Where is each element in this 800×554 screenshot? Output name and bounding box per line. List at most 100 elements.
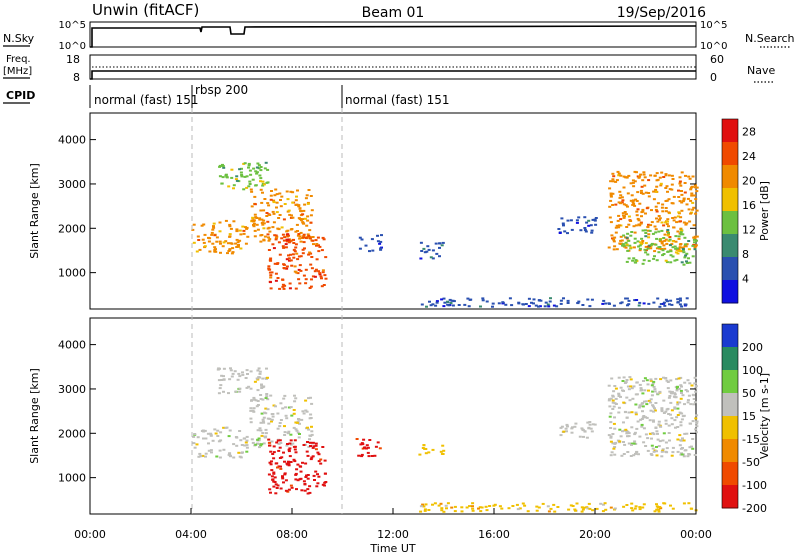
power-echo-cell bbox=[613, 236, 617, 239]
velocity-echo-cell bbox=[623, 382, 627, 384]
power-echo-cell bbox=[607, 246, 611, 249]
time-axis-label: Time UT bbox=[369, 542, 415, 554]
velocity-echo-cell bbox=[614, 441, 618, 444]
power-echo-cell bbox=[420, 250, 424, 252]
velocity-echo-cell bbox=[587, 502, 591, 505]
power-echo-cell bbox=[267, 236, 270, 239]
velocity-echo-cell bbox=[219, 384, 223, 387]
power-echo-cell bbox=[644, 212, 647, 215]
power-echo-cell bbox=[681, 248, 685, 250]
velocity-echo-cell bbox=[220, 379, 224, 381]
power-echo-cell bbox=[618, 196, 622, 199]
power-echo-cell bbox=[626, 304, 629, 307]
power-echo-cell bbox=[652, 301, 656, 304]
velocity-colorbar-frame bbox=[721, 323, 739, 509]
power-echo-cell bbox=[323, 274, 327, 277]
velocity-echo-cell bbox=[622, 376, 626, 379]
velocity-echo-cell bbox=[444, 504, 448, 507]
velocity-echo-cell bbox=[645, 403, 649, 406]
power-echo-cell bbox=[277, 217, 281, 219]
velocity-echo-cell bbox=[569, 504, 573, 507]
velocity-echo-cell bbox=[279, 467, 283, 470]
power-echo-cell bbox=[655, 247, 659, 250]
power-echo-cell bbox=[684, 245, 688, 248]
power-echo-cell bbox=[238, 168, 242, 171]
velocity-echo-cell bbox=[668, 439, 671, 442]
power-echo-cell bbox=[610, 234, 614, 237]
power-echo-cell bbox=[420, 303, 424, 306]
power-echo-cell bbox=[619, 235, 623, 238]
velocity-echo-cell bbox=[493, 503, 497, 506]
velocity-echo-cell bbox=[228, 453, 231, 455]
velocity-echo-cell bbox=[630, 426, 634, 429]
power-echo-cell bbox=[659, 303, 663, 305]
velocity-echo-cell bbox=[657, 508, 661, 511]
velocity-echo-cell bbox=[507, 507, 511, 510]
power-echo-cell bbox=[299, 210, 303, 212]
velocity-echo-cell bbox=[301, 461, 304, 464]
velocity-echo-cell bbox=[460, 510, 464, 513]
velocity-echo-cell bbox=[269, 450, 273, 453]
velocity-echo-cell bbox=[633, 507, 637, 510]
power-echo-cell bbox=[682, 263, 686, 266]
power-echo-cell bbox=[244, 242, 248, 245]
velocity-echo-cell bbox=[262, 421, 266, 424]
power-echo-region bbox=[267, 233, 328, 290]
power-echo-cell bbox=[248, 183, 252, 185]
velocity-echo-cell bbox=[238, 387, 242, 390]
velocity-echo-cell bbox=[266, 417, 270, 420]
power-colorbar-tick: 28 bbox=[742, 125, 756, 138]
velocity-echo-cell bbox=[378, 447, 382, 450]
velocity-echo-cell bbox=[676, 403, 680, 406]
velocity-echo-cell bbox=[673, 393, 677, 396]
velocity-echo-cell bbox=[260, 384, 264, 387]
power-colorbar-swatch bbox=[722, 142, 738, 166]
velocity-echo-cell bbox=[276, 439, 280, 442]
power-echo-cell bbox=[376, 234, 379, 237]
velocity-echo-cell bbox=[293, 460, 297, 463]
power-echo-cell bbox=[191, 228, 195, 231]
power-echo-cell bbox=[262, 219, 266, 222]
power-echo-region bbox=[249, 188, 315, 243]
velocity-echo-cell bbox=[633, 433, 637, 436]
velocity-echo-cell bbox=[308, 438, 311, 441]
power-echo-cell bbox=[662, 253, 666, 255]
velocity-echo-cell bbox=[488, 505, 492, 507]
velocity-echo-cell bbox=[675, 389, 679, 392]
power-echo-cell bbox=[285, 267, 289, 270]
velocity-echo-cell bbox=[222, 367, 226, 370]
power-echo-cell bbox=[634, 224, 638, 227]
velocity-echo-cell bbox=[360, 453, 364, 456]
power-echo-cell bbox=[615, 224, 619, 227]
power-echo-cell bbox=[302, 233, 306, 236]
velocity-echo-cell bbox=[283, 434, 287, 436]
power-colorbar-tick: 20 bbox=[742, 174, 756, 187]
power-echo-cell bbox=[660, 206, 664, 209]
power-echo-cell bbox=[579, 229, 583, 232]
time-tick-label: 20:00 bbox=[579, 528, 611, 541]
velocity-echo-cell bbox=[202, 437, 205, 440]
power-echo-cell bbox=[313, 275, 317, 278]
power-echo-cell bbox=[215, 236, 219, 239]
velocity-echo-cell bbox=[305, 450, 309, 453]
velocity-echo-cell bbox=[653, 407, 656, 410]
power-echo-cell bbox=[280, 237, 284, 240]
velocity-echo-cell bbox=[659, 507, 663, 510]
velocity-echo-cell bbox=[671, 451, 675, 454]
power-echo-cell bbox=[681, 246, 685, 249]
power-echo-region bbox=[557, 216, 598, 235]
power-echo-cell bbox=[689, 199, 693, 202]
velocity-echo-cell bbox=[695, 414, 699, 417]
velocity-echo-cell bbox=[251, 441, 255, 444]
velocity-echo-cell bbox=[629, 385, 633, 388]
power-echo-cell bbox=[594, 223, 598, 226]
power-echo-cell bbox=[627, 174, 631, 177]
velocity-echo-cell bbox=[652, 385, 656, 388]
velocity-echo-cell bbox=[651, 405, 655, 408]
power-echo-cell bbox=[262, 238, 266, 241]
velocity-echo-cell bbox=[218, 449, 222, 452]
velocity-echo-cell bbox=[269, 463, 273, 466]
power-echo-cell bbox=[192, 223, 196, 226]
power-echo-cell bbox=[641, 210, 645, 213]
